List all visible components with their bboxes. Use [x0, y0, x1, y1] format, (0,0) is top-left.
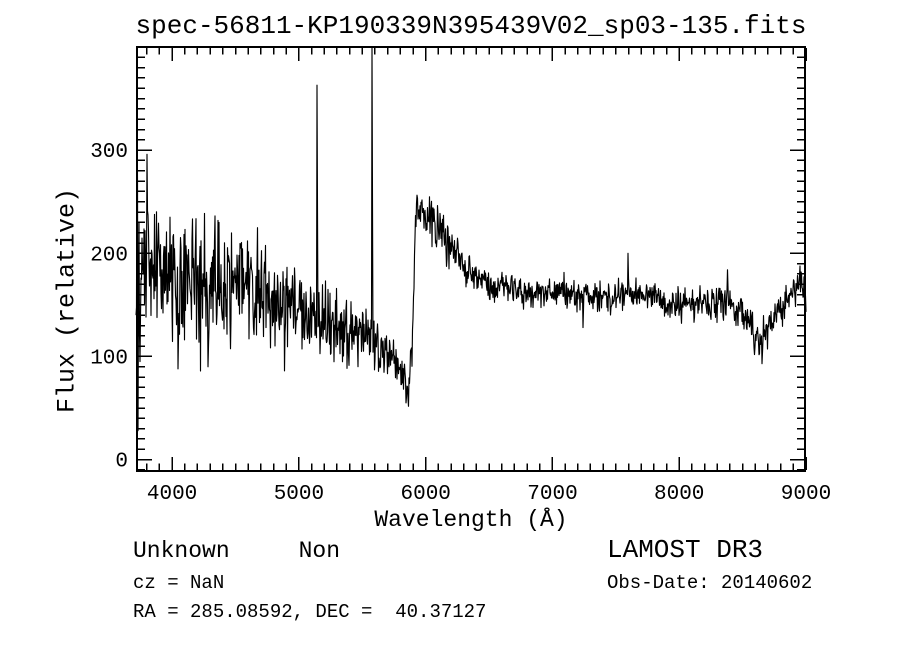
x-tick-label: 6000: [400, 483, 450, 506]
x-tick-label: 7000: [527, 483, 577, 506]
y-tick-label: 200: [90, 244, 128, 267]
plot-title: spec-56811-KP190339N395439V02_sp03-135.f…: [135, 11, 807, 41]
spectrum-line: [135, 47, 807, 432]
y-axis-label: Flux (relative): [52, 187, 82, 414]
x-tick-label: 8000: [654, 483, 704, 506]
x-axis-label: Wavelength (Å): [374, 507, 568, 533]
axis-ticks: [138, 46, 807, 471]
y-tick-label: 300: [90, 141, 128, 164]
obs-date-label: Obs-Date: 20140602: [607, 572, 813, 594]
y-tick-label: 0: [115, 451, 128, 474]
x-tick-label: 9000: [781, 483, 831, 506]
ra-dec-label: RA = 285.08592, DEC = 40.37127: [133, 601, 487, 623]
x-tick-label: 4000: [147, 483, 197, 506]
y-tick-label: 100: [90, 348, 128, 371]
survey-label: LAMOST DR3: [607, 535, 764, 565]
cz-value-label: cz = NaN: [133, 572, 225, 594]
object-class-label: Unknown Non: [133, 538, 341, 564]
x-tick-label: 5000: [274, 483, 324, 506]
